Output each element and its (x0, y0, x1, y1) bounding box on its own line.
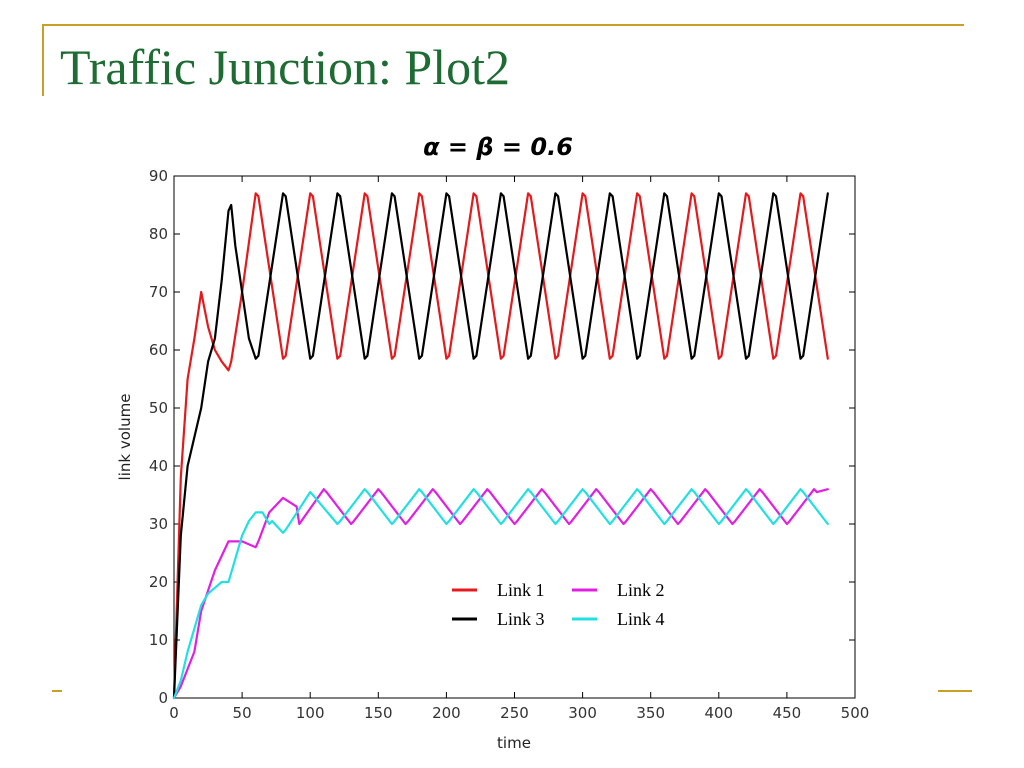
series-layer (172, 192, 829, 700)
x-tick-label: 150 (364, 704, 393, 722)
y-tick-label: 0 (158, 689, 168, 707)
slide-bottom-right-rule (938, 690, 972, 692)
legend-label: Link 4 (617, 609, 665, 629)
legend-label: Link 1 (497, 580, 545, 600)
y-tick-label: 70 (149, 283, 168, 301)
legend-label: Link 2 (617, 580, 665, 600)
axis-ticks: 0 50 100 150 200 250 300 350 400 450 500 0 10 20 30 40 5… (149, 167, 869, 722)
x-axis-label: time (497, 734, 531, 752)
legend: Link 1 Link 2 Link 3 Link 4 (452, 580, 665, 629)
x-tick-label: 500 (841, 704, 870, 722)
x-tick-label: 50 (233, 704, 252, 722)
slide-left-rule (42, 24, 44, 96)
y-tick-label: 10 (149, 631, 168, 649)
y-tick-label: 40 (149, 457, 168, 475)
x-tick-label: 200 (432, 704, 461, 722)
series-line-link-4 (172, 488, 829, 700)
x-tick-label: 350 (636, 704, 665, 722)
x-tick-label: 450 (773, 704, 802, 722)
y-tick-label: 80 (149, 225, 168, 243)
y-tick-label: 50 (149, 399, 168, 417)
y-tick-label: 30 (149, 515, 168, 533)
chart-title: α = β = 0.6 (423, 133, 573, 161)
series-line-link-3 (172, 192, 829, 700)
y-axis-label: link volume (116, 394, 134, 481)
x-tick-label: 300 (568, 704, 597, 722)
x-tick-label: 400 (704, 704, 733, 722)
x-tick-label: 100 (296, 704, 325, 722)
series-line-link-2 (172, 488, 829, 700)
x-tick-label: 250 (500, 704, 529, 722)
slide-title: Traffic Junction: Plot2 (60, 39, 511, 95)
slide-top-rule (42, 24, 964, 26)
y-tick-label: 60 (149, 341, 168, 359)
slide-bottom-left-rule (52, 690, 62, 692)
y-tick-label: 20 (149, 573, 168, 591)
y-tick-label: 90 (149, 167, 168, 185)
x-tick-label: 0 (169, 704, 179, 722)
legend-label: Link 3 (497, 609, 545, 629)
